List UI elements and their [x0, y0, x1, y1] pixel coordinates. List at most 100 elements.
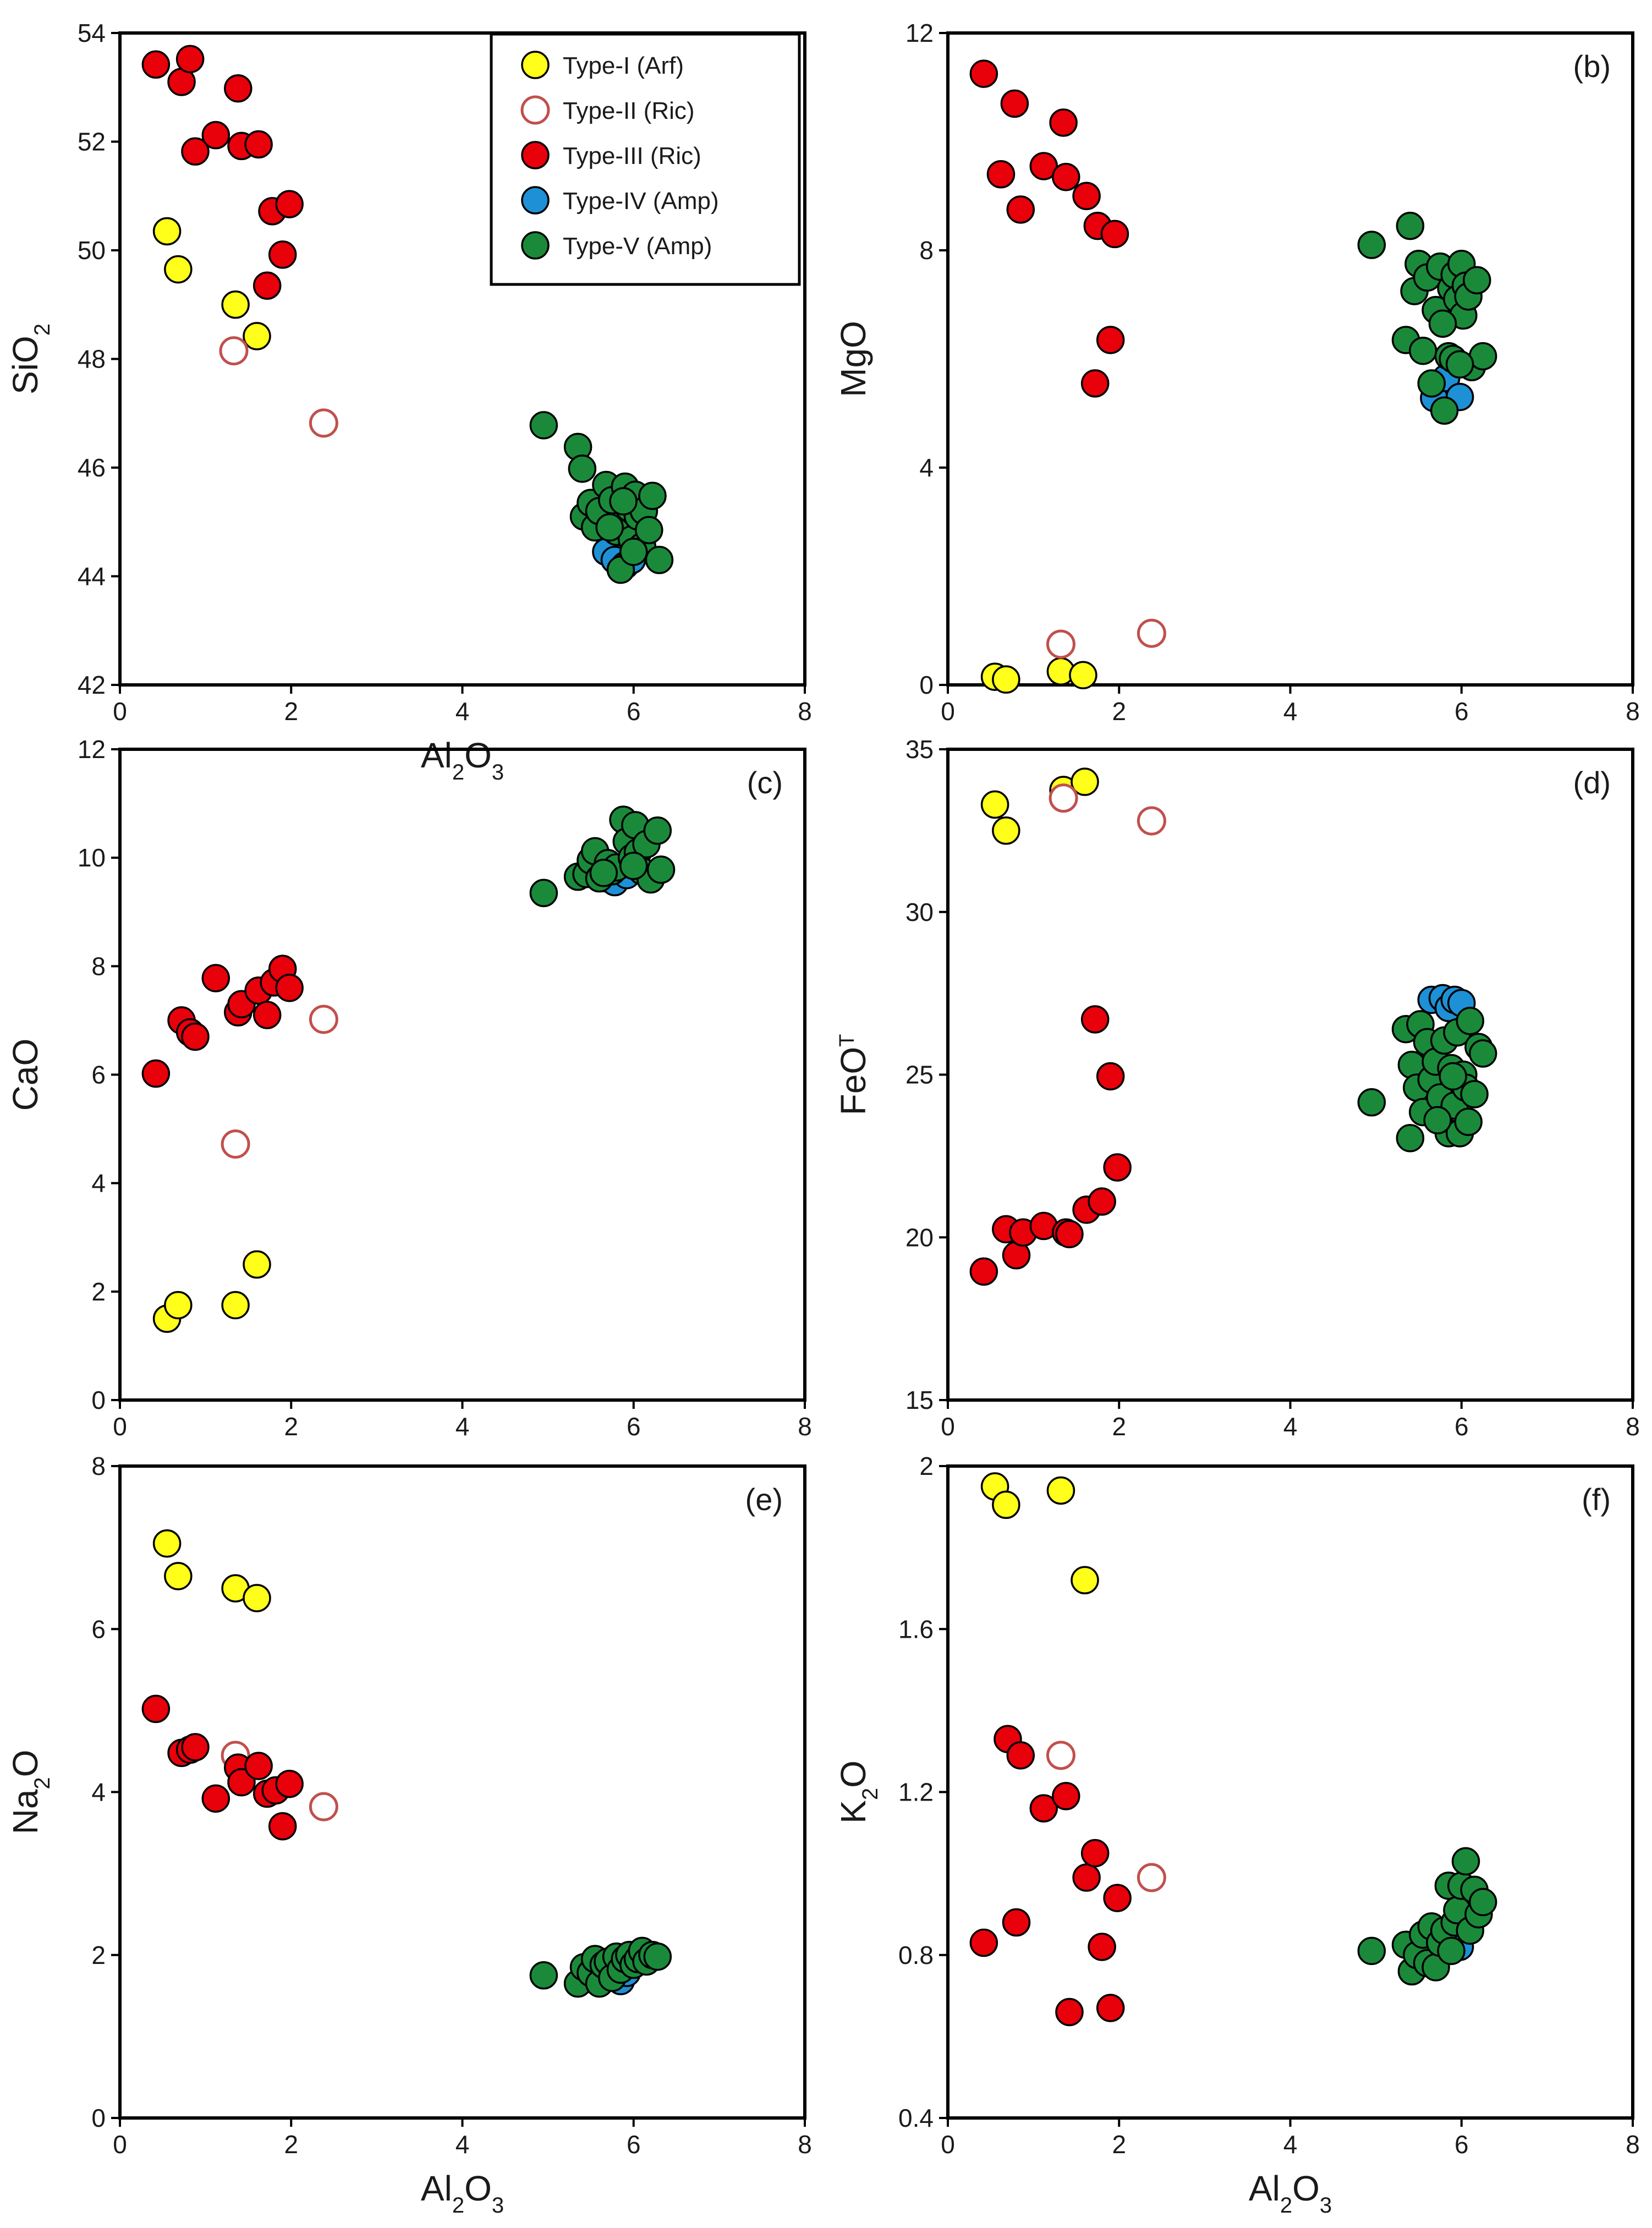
y-tick-label: 2	[91, 1277, 106, 1306]
data-point-type-v	[595, 513, 624, 542]
data-point-type-iii	[969, 1928, 998, 1957]
data-point-type-iii	[1096, 1062, 1125, 1091]
y-axis-label: SiO2	[6, 323, 54, 394]
y-axis-label: FeOT	[833, 1034, 873, 1116]
data-point-type-v	[1430, 396, 1459, 425]
legend-marker	[521, 186, 550, 215]
data-point-type-iii	[1006, 1741, 1035, 1770]
x-tick-label: 0	[113, 1412, 127, 1441]
legend-entry: Type-IV (Amp)	[563, 188, 719, 215]
data-point-type-ii	[1137, 618, 1166, 648]
data-point-type-v	[589, 859, 618, 887]
y-tick-label: 4	[919, 453, 934, 482]
legend-marker	[521, 231, 550, 260]
y-tick-label: 2	[91, 1941, 106, 1969]
x-tick-label: 4	[455, 2130, 470, 2159]
y-tick-label: 15	[905, 1386, 934, 1414]
data-point-type-iii	[1052, 1782, 1080, 1810]
legend: Type-I (Arf) Type-II (Ric) Type-III (Ric) T…	[490, 32, 801, 286]
y-tick-label: 12	[78, 735, 106, 764]
data-point-type-iii	[224, 74, 253, 103]
x-tick-label: 8	[1626, 697, 1640, 726]
data-point-type-iii	[1002, 1908, 1031, 1937]
x-tick-label: 4	[1283, 2130, 1298, 2159]
data-point-type-iii	[1000, 89, 1029, 118]
y-axis-label: K2O	[833, 1760, 882, 1824]
scatter-panel-e: 0 2 4 6 8 0 2 4 6 8 Na2O Al2O3 (e)	[6, 1452, 812, 2218]
data-point-type-v	[1357, 1936, 1386, 1966]
data-point-type-v	[1408, 336, 1437, 365]
data-point-type-v	[1456, 1007, 1485, 1035]
x-tick-label: 4	[455, 1412, 470, 1441]
data-point-type-v	[1396, 211, 1425, 240]
legend-entry: Type-III (Ric)	[563, 142, 701, 169]
legend-entry: Type-I (Arf)	[563, 52, 684, 79]
data-point-type-iii	[1096, 326, 1125, 354]
x-tick-label: 6	[1455, 1412, 1469, 1441]
y-tick-label: 8	[91, 1452, 106, 1480]
legend-entry: Type-V (Amp)	[563, 233, 712, 260]
y-tick-label: 4	[91, 1169, 106, 1198]
data-point-type-iii	[969, 1257, 998, 1286]
data-point-type-ii	[1049, 783, 1078, 813]
x-tick-label: 6	[627, 2130, 641, 2159]
data-point-type-iii	[201, 1784, 230, 1813]
data-point-type-v	[529, 1961, 558, 1990]
data-point-type-v	[1396, 1124, 1425, 1153]
data-point-type-v	[1357, 1088, 1386, 1117]
data-point-type-iii	[253, 1001, 282, 1029]
y-tick-label: 48	[78, 345, 106, 374]
data-point-type-i	[992, 816, 1020, 845]
data-point-type-i	[164, 1291, 193, 1320]
data-point-type-i	[992, 1490, 1020, 1519]
x-tick-label: 2	[284, 1412, 298, 1441]
data-point-type-iii	[275, 190, 304, 218]
legend-marker	[521, 51, 550, 79]
x-tick-label: 8	[798, 1412, 812, 1441]
y-tick-label: 0	[91, 2104, 106, 2132]
x-tick-label: 4	[1283, 697, 1298, 726]
data-point-type-ii	[309, 1792, 338, 1821]
scatter-panel-b: 0 2 4 6 8 0 4 8 12 MgO (b)	[833, 19, 1640, 726]
y-tick-label: 2	[919, 1452, 934, 1480]
data-point-type-v	[643, 1942, 672, 1971]
data-point-type-v	[1451, 1847, 1480, 1876]
data-point-type-iii	[1029, 1794, 1058, 1823]
y-tick-label: 46	[78, 453, 106, 482]
data-point-type-ii	[1137, 806, 1166, 836]
data-point-type-iii	[227, 1768, 256, 1797]
data-point-type-v	[635, 515, 663, 545]
x-tick-label: 8	[1626, 2130, 1640, 2159]
x-tick-label: 2	[284, 2130, 298, 2159]
y-axis-label: Na2O	[6, 1750, 54, 1835]
data-point-type-v	[568, 454, 597, 483]
plot-frame	[946, 748, 1634, 1402]
data-point-type-iii	[1103, 1153, 1132, 1182]
data-point-type-v	[1445, 350, 1474, 379]
data-point-type-iii	[181, 1733, 210, 1761]
data-point-type-iii	[201, 964, 230, 992]
x-tick-label: 8	[798, 697, 812, 726]
data-point-type-i	[243, 1250, 271, 1279]
data-point-type-v	[1439, 1062, 1467, 1091]
data-point-type-iii	[969, 59, 998, 88]
y-tick-label: 20	[905, 1223, 934, 1252]
y-tick-label: 8	[919, 236, 934, 265]
data-point-type-v	[638, 481, 667, 511]
x-axis-label: Al2O3	[421, 736, 504, 784]
data-point-type-i	[1071, 1566, 1099, 1595]
data-point-type-iii	[268, 1812, 297, 1841]
data-point-type-ii	[1046, 1741, 1075, 1770]
y-tick-label: 0.8	[898, 1941, 934, 1969]
y-tick-label: 1.2	[898, 1778, 934, 1807]
y-tick-label: 10	[78, 843, 106, 872]
x-tick-label: 2	[1112, 697, 1126, 726]
y-tick-label: 25	[905, 1061, 934, 1089]
x-tick-label: 0	[113, 697, 127, 726]
data-point-type-v	[1423, 1106, 1452, 1135]
y-tick-label: 6	[91, 1061, 106, 1089]
data-point-type-iii	[986, 160, 1016, 189]
data-point-type-i	[221, 1291, 250, 1320]
legend-entry: Type-II (Ric)	[563, 97, 695, 124]
